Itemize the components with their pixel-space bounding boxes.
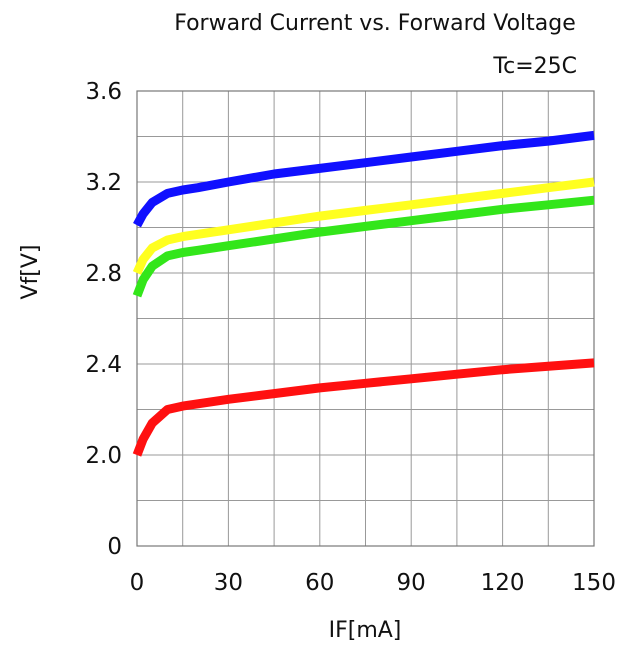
y-tick-label: 2.4: [85, 352, 122, 378]
x-tick-label: 30: [214, 570, 243, 596]
series-line-3: [132, 195, 595, 298]
grid: [137, 91, 594, 546]
series-line-1: [133, 130, 595, 228]
series-layer: [132, 130, 595, 457]
series-line-2: [132, 177, 595, 275]
x-tick-label: 90: [397, 570, 426, 596]
y-tick-label: 2.0: [85, 443, 122, 469]
y-tick-label: 0: [107, 534, 122, 560]
x-tick-label: 120: [481, 570, 525, 596]
x-tick-label: 0: [130, 570, 145, 596]
x-tick-label: 150: [572, 570, 616, 596]
y-axis-label: Vf[V]: [18, 244, 43, 299]
y-tick-label: 3.2: [85, 170, 122, 196]
y-tick-labels: 3.6 3.2 2.8 2.4 2.0 0: [85, 79, 122, 560]
x-tick-label: 60: [305, 570, 334, 596]
y-tick-label: 3.6: [85, 79, 122, 105]
x-axis-label: IF[mA]: [329, 618, 402, 643]
series-line-4: [132, 358, 595, 457]
x-tick-labels: 0 30 60 90 120 150: [130, 570, 616, 596]
y-tick-label: 2.8: [85, 261, 122, 287]
plot-frame: [136, 90, 595, 547]
chart-subtitle: Tc=25C: [492, 54, 577, 79]
chart-title: Forward Current vs. Forward Voltage: [174, 11, 576, 36]
